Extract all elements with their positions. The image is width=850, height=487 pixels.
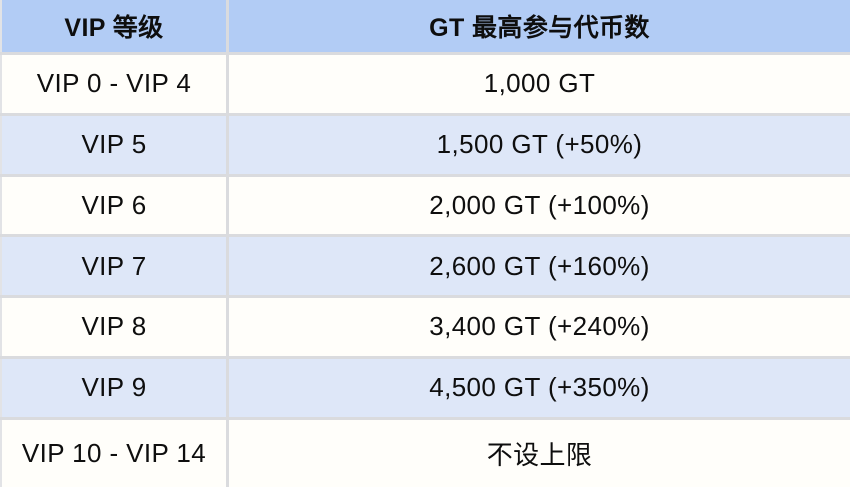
gt-amount-cell: 1,000 GT <box>227 52 850 115</box>
table-row: VIP 9 4,500 GT (+350%) <box>1 355 850 419</box>
header-row: VIP 等级 GT 最高参与代币数 <box>1 0 850 54</box>
gt-amount-cell: 2,600 GT (+160%) <box>227 234 850 297</box>
table-row: VIP 6 2,000 GT (+100%) <box>1 173 850 236</box>
table-row: VIP 10 - VIP 14 不设上限 <box>1 416 850 487</box>
table-body: VIP 0 - VIP 4 1,000 GT VIP 5 1,500 GT (+… <box>1 52 850 487</box>
table-row: VIP 0 - VIP 4 1,000 GT <box>1 52 850 115</box>
vip-level-cell: VIP 0 - VIP 4 <box>1 52 229 115</box>
vip-level-cell: VIP 9 <box>1 355 229 419</box>
vip-level-cell: VIP 10 - VIP 14 <box>1 416 229 487</box>
vip-level-cell: VIP 8 <box>1 295 229 358</box>
gt-amount-cell: 2,000 GT (+100%) <box>227 173 850 236</box>
vip-level-cell: VIP 6 <box>1 173 229 236</box>
vip-level-cell: VIP 5 <box>1 112 229 176</box>
table-row: VIP 5 1,500 GT (+50%) <box>1 112 850 176</box>
column-header-gt-max-tokens: GT 最高参与代币数 <box>227 0 850 54</box>
gt-amount-cell: 4,500 GT (+350%) <box>227 355 850 419</box>
gt-amount-cell: 不设上限 <box>227 416 850 487</box>
table-header: VIP 等级 GT 最高参与代币数 <box>1 0 850 54</box>
table-row: VIP 8 3,400 GT (+240%) <box>1 295 850 358</box>
gt-amount-cell: 1,500 GT (+50%) <box>227 112 850 176</box>
column-header-vip-level: VIP 等级 <box>1 0 229 54</box>
vip-level-cell: VIP 7 <box>1 234 229 297</box>
gt-amount-cell: 3,400 GT (+240%) <box>227 295 850 358</box>
table-row: VIP 7 2,600 GT (+160%) <box>1 234 850 297</box>
